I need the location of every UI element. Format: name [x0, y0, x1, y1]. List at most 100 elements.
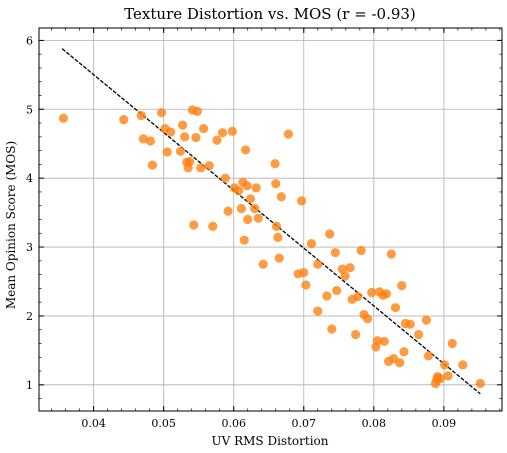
grid [39, 28, 502, 411]
scatter-point [204, 161, 214, 171]
scatter-point [136, 110, 146, 121]
scatter-point [447, 338, 457, 349]
scatter-point [192, 106, 202, 116]
scatter-point [386, 249, 396, 259]
scatter-point [145, 136, 155, 146]
scatter-point [166, 127, 176, 137]
scatter-point [271, 179, 281, 189]
scatter-point [184, 157, 195, 167]
scatter-point [299, 267, 309, 278]
scatter-point [283, 129, 293, 139]
scatter-point [306, 239, 317, 249]
scatter-point [162, 147, 172, 157]
scatter-point [274, 253, 284, 263]
scatter-point [397, 281, 407, 291]
chart-title: Texture Distortion vs. MOS (r = -0.93) [124, 5, 416, 23]
scatter-point [379, 336, 389, 347]
scatter-point [475, 378, 485, 389]
scatter-point [239, 235, 249, 245]
trend-line [61, 48, 481, 395]
scatter-point [175, 146, 186, 156]
scatter-point [327, 324, 337, 334]
scatter-point [273, 232, 283, 243]
scatter-point [353, 292, 363, 302]
scatter-point [337, 264, 347, 274]
scatter-point [340, 271, 350, 281]
scatter-point [58, 113, 69, 123]
scatter-point [217, 128, 228, 138]
scatter-point [180, 132, 190, 142]
scatter-point [423, 351, 434, 361]
scatter-point [243, 214, 253, 225]
scatter-point [332, 285, 342, 296]
scatter-point [381, 289, 392, 299]
y-tick-label: 2 [26, 310, 33, 323]
scatter-point [251, 183, 261, 193]
scatter-point [362, 314, 373, 324]
scatter-point [395, 358, 405, 368]
scatter-point [236, 203, 247, 214]
scatter-point [297, 196, 307, 206]
axis-ticks [39, 28, 502, 411]
scatter-point [177, 120, 188, 130]
scatter-point [212, 135, 222, 145]
scatter-point [435, 374, 445, 384]
x-tick-label: 0.09 [432, 417, 457, 430]
scatter-point [208, 221, 218, 231]
scatter-point [191, 132, 201, 143]
scatter-point [241, 145, 251, 155]
scatter-point [345, 263, 355, 273]
scatter-point [390, 303, 401, 313]
scatter-point [258, 259, 268, 269]
scatter-point [119, 115, 129, 125]
y-tick-label: 1 [26, 379, 33, 392]
scatter-point [189, 220, 199, 230]
scatter-point [220, 173, 230, 183]
scatter-point [245, 194, 256, 204]
scatter-point [138, 134, 148, 144]
y-axis-title: Mean Opinion Score (MOS) [4, 141, 18, 309]
scatter-point [270, 159, 280, 169]
scatter-point [351, 329, 361, 340]
scatter-point [234, 185, 244, 196]
scatter-point [253, 213, 263, 223]
scatter-point [223, 206, 233, 216]
scatter-point [421, 315, 431, 325]
x-tick-label: 0.04 [81, 417, 106, 430]
y-tick-label: 3 [26, 241, 33, 254]
scatter-point [199, 123, 209, 134]
tick-labels: 0.04 0.05 0.06 0.07 0.08 0.09 1 2 3 4 5 6 [26, 34, 456, 430]
scatter-point [399, 347, 409, 357]
x-tick-label: 0.05 [151, 417, 176, 430]
y-tick-label: 6 [26, 34, 33, 47]
scatter-point [443, 371, 453, 381]
scatter-point [301, 280, 311, 290]
scatter-point [405, 319, 415, 329]
y-tick-label: 5 [26, 103, 33, 116]
scatter-point [242, 181, 252, 191]
scatter-point [322, 291, 332, 301]
x-tick-label: 0.06 [221, 417, 246, 430]
scatter-point [313, 306, 323, 316]
scatter-point [196, 163, 206, 173]
scatter-point [372, 336, 382, 346]
data-points [58, 105, 485, 389]
x-tick-label: 0.07 [292, 417, 317, 430]
x-axis-title: UV RMS Distortion [212, 434, 329, 448]
trendline-layer [61, 48, 481, 395]
scatter-point [439, 360, 450, 370]
scatter-point [156, 108, 167, 118]
y-tick-label: 4 [26, 172, 33, 185]
scatter-point [250, 203, 260, 214]
x-tick-label: 0.08 [362, 417, 387, 430]
scatter-point [227, 126, 237, 136]
scatter-point [330, 247, 340, 258]
scatter-point [458, 360, 468, 370]
scatter-point [356, 245, 366, 256]
scatter-point [147, 160, 158, 170]
scatter-point [367, 287, 377, 298]
scatter-point [313, 259, 323, 269]
scatter-point [271, 221, 282, 231]
scatter-point [325, 229, 335, 239]
